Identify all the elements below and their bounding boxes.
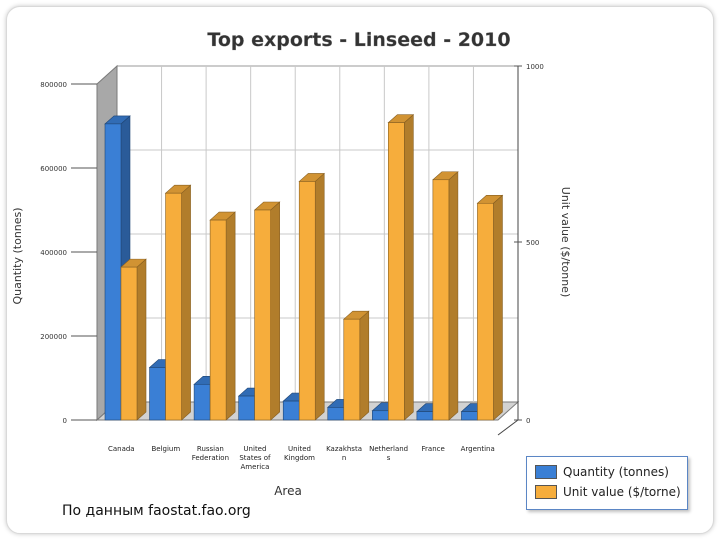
y-right-tick-label: 1000 (526, 63, 544, 71)
legend-swatch-quantity (535, 465, 557, 479)
bar-quantity (282, 400, 300, 421)
y-left-tick-label: 800000 (40, 81, 67, 89)
x-tick-label: Netherland s (369, 445, 408, 462)
bar-unit-value (254, 209, 271, 421)
x-tick-label: Russian Federation (192, 445, 229, 462)
bar-unit-value-side (136, 258, 147, 421)
bar-quantity (372, 410, 389, 421)
y-left-tick-label: 400000 (40, 249, 67, 257)
y-left-tick-label: 200000 (40, 333, 67, 341)
chart-legend: Quantity (tonnes) Unit value ($/torne) (526, 456, 688, 510)
y-axis-label-right: Unit value ($/tonne) (559, 187, 572, 297)
x-axis-label: Area (274, 484, 302, 498)
bar-quantity (149, 367, 166, 421)
x-tick-label: Kazakhsta n (326, 445, 362, 462)
x-tick-label: Argentina (461, 445, 495, 453)
x-tick-label: France (422, 445, 445, 453)
bar-unit-value (209, 219, 227, 421)
bar-unit-value-side (493, 194, 503, 421)
bar-unit-value-side (404, 113, 414, 421)
legend-swatch-unit-value (535, 485, 557, 499)
x-tick-label: United Kingdom (284, 445, 315, 462)
bar-unit-value (477, 202, 494, 421)
x-tick-label: United States of America (239, 445, 271, 471)
bar-quantity (193, 383, 211, 421)
bar-unit-value (388, 122, 405, 421)
bar-unit-value (120, 266, 138, 421)
y-left-tick-label: 0 (63, 417, 67, 425)
bar-unit-value (343, 318, 361, 421)
legend-item-unit-value: Unit value ($/torne) (535, 484, 681, 500)
y-right-tick-label: 500 (526, 239, 539, 247)
bar-unit-value (298, 181, 316, 421)
bar-unit-value-side (314, 172, 325, 421)
bar-unit-value-side (225, 211, 236, 421)
bar-quantity (327, 407, 345, 421)
bar-quantity (461, 411, 478, 421)
bar-unit-value-side (270, 201, 280, 421)
x-tick-label: Belgium (151, 445, 180, 453)
legend-label-unit-value: Unit value ($/torne) (563, 485, 681, 499)
y-axis-label-left: Quantity (tonnes) (11, 207, 24, 304)
bar-unit-value-side (181, 184, 191, 421)
chart-title: Top exports - Linseed - 2010 (207, 29, 510, 51)
bar-quantity (416, 411, 434, 421)
bar-unit-value-side (359, 310, 370, 421)
bar-quantity (104, 123, 122, 421)
y-right-tick-label: 0 (526, 417, 530, 425)
bar-unit-value-side (448, 171, 459, 421)
y-left-tick-label: 600000 (40, 165, 67, 173)
legend-item-quantity: Quantity (tonnes) (535, 464, 669, 480)
bar-quantity (238, 395, 255, 421)
bar-unit-value (432, 179, 450, 421)
right-axis-foot (497, 419, 519, 436)
bar-unit-value (165, 192, 182, 421)
x-tick-label: Canada (108, 445, 135, 453)
source-note: По данным faostat.fao.org (62, 503, 251, 519)
legend-label-quantity: Quantity (tonnes) (563, 465, 669, 479)
